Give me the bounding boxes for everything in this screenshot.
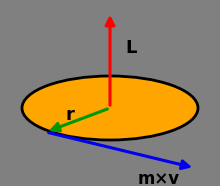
- Text: m×v: m×v: [138, 170, 180, 186]
- Text: L: L: [125, 39, 136, 57]
- Text: r: r: [66, 106, 74, 124]
- Ellipse shape: [22, 76, 198, 140]
